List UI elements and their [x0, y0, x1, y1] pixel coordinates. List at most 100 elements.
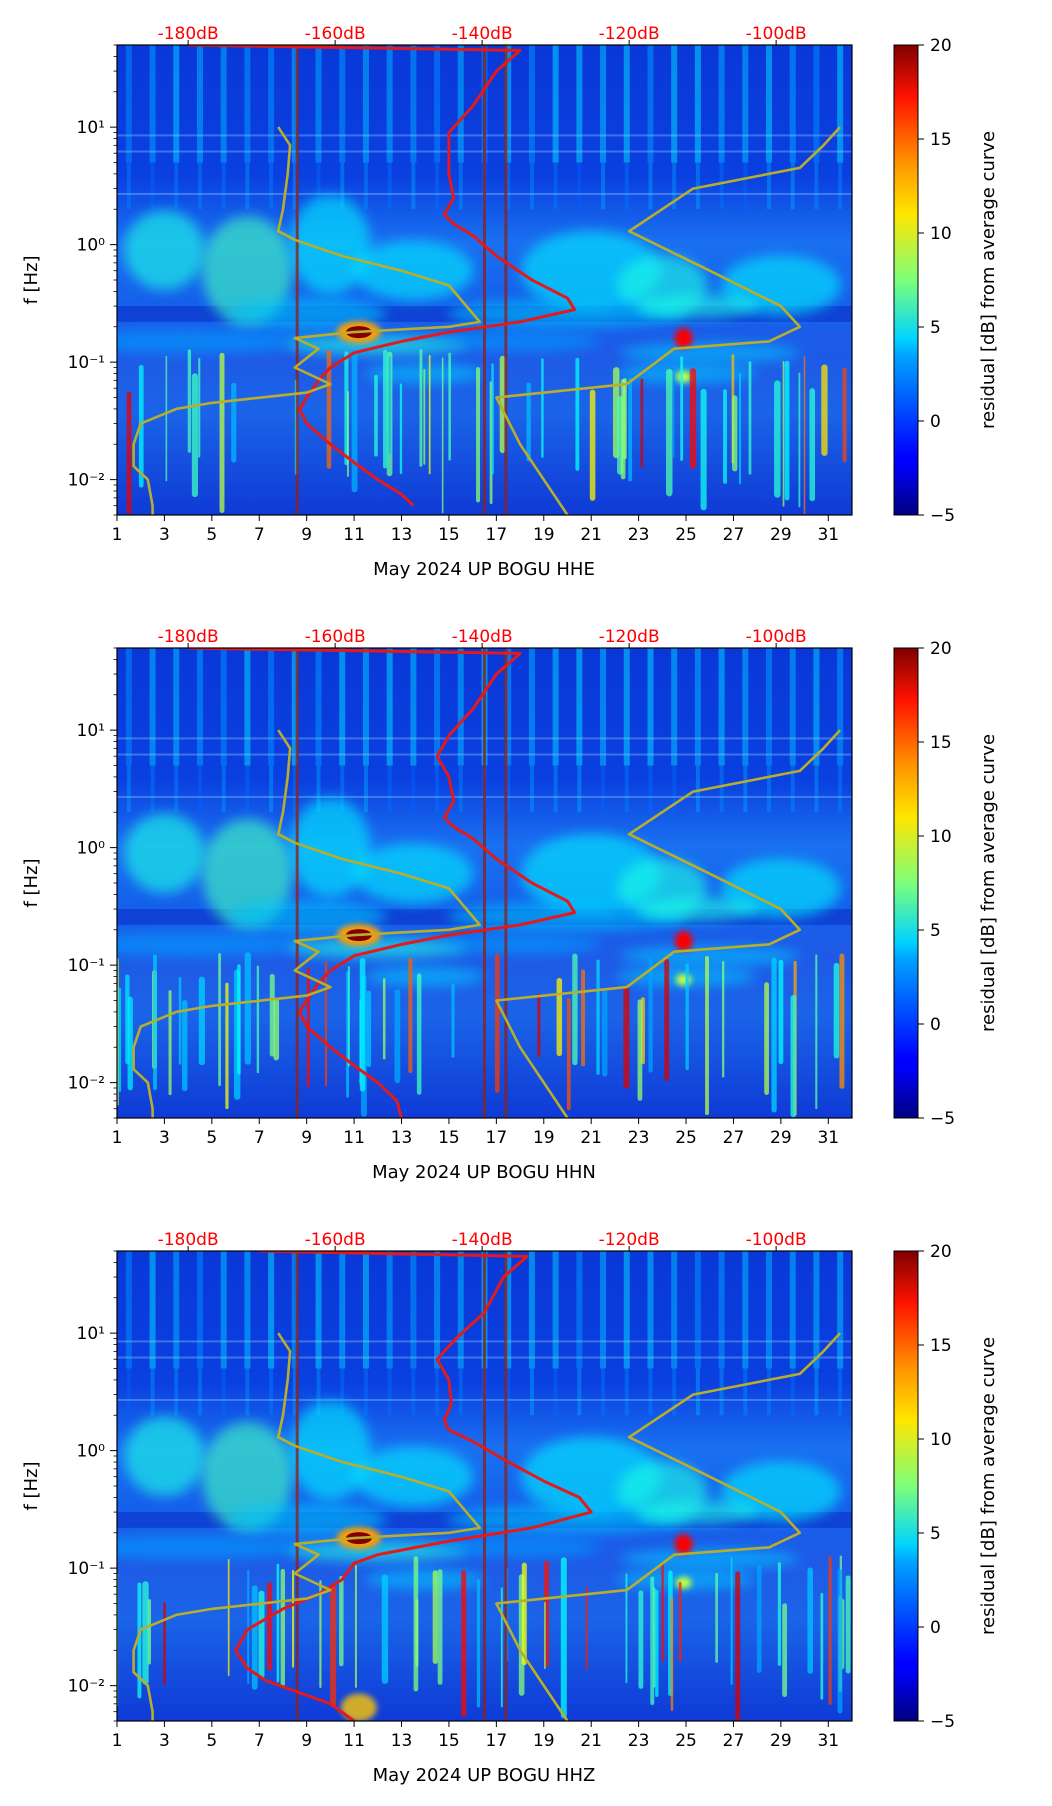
top-tick-label: -120dB — [599, 627, 660, 647]
transient-streak — [655, 1589, 659, 1698]
daily-band — [552, 648, 559, 766]
x-tick-label: 7 — [254, 1128, 265, 1148]
transient-streak — [778, 959, 784, 1065]
transient-streak — [225, 982, 229, 1110]
daily-band — [269, 1368, 274, 1416]
daily-band — [386, 648, 393, 766]
x-tick-label: 31 — [817, 1731, 839, 1751]
transient-streak — [790, 994, 797, 1118]
daily-band — [506, 162, 511, 210]
colorbar-tick-label: 15 — [930, 130, 952, 150]
daily-band — [577, 1368, 582, 1416]
transient-streak — [419, 349, 423, 467]
top-tick-label: -140dB — [452, 627, 513, 647]
transient-streak — [347, 391, 349, 477]
daily-band — [150, 765, 155, 813]
transient-streak — [575, 357, 580, 471]
colorbar-label: residual [dB] from average curve — [978, 1337, 999, 1635]
daily-band — [173, 45, 180, 163]
transient-streak — [723, 389, 727, 484]
daily-band — [197, 765, 202, 813]
daily-band — [718, 648, 725, 766]
x-tick-label: 17 — [486, 1731, 508, 1751]
transient-streak — [500, 1587, 503, 1708]
daily-band — [576, 45, 583, 163]
top-tick-label: -100dB — [746, 627, 807, 647]
daily-band — [838, 162, 843, 210]
x-tick-label: 5 — [206, 525, 217, 545]
x-tick-label: 19 — [533, 525, 555, 545]
transient-streak — [258, 1590, 265, 1679]
colorbar-tick-label: 15 — [930, 733, 952, 753]
daily-band — [576, 648, 583, 766]
x-tick-label: 25 — [675, 525, 697, 545]
daily-band — [623, 648, 630, 766]
daily-band — [814, 1368, 819, 1416]
daily-band — [411, 1368, 416, 1416]
transient-streak — [596, 959, 600, 1075]
transient-streak — [163, 1602, 166, 1685]
y-tick-label: 10⁻¹ — [68, 1559, 105, 1579]
colorbar-label: residual [dB] from average curve — [978, 131, 999, 429]
x-tick-label: 27 — [723, 1731, 745, 1751]
daily-band — [767, 162, 772, 210]
x-tick-label: 23 — [628, 1128, 650, 1148]
daily-band — [291, 45, 298, 163]
daily-band — [552, 45, 559, 163]
daily-band — [435, 1368, 440, 1416]
energy-blob — [720, 255, 841, 316]
transient-streak — [828, 1556, 832, 1705]
energy-blob — [637, 897, 758, 922]
daily-band — [245, 1368, 250, 1416]
transient-streak — [491, 363, 494, 475]
daily-band — [362, 648, 369, 766]
gap-marker — [483, 1251, 486, 1721]
x-axis-label: May 2024 UP BOGU HHZ — [373, 1765, 596, 1786]
daily-band — [695, 765, 700, 813]
transient-streak — [359, 958, 366, 1092]
transient-streak — [544, 1601, 546, 1670]
hot-spot — [674, 328, 693, 349]
daily-band — [743, 162, 748, 210]
x-tick-label: 17 — [486, 1128, 508, 1148]
top-tick-label: -120dB — [599, 24, 660, 44]
energy-blob — [202, 1421, 293, 1532]
daily-band — [506, 765, 511, 813]
daily-band — [362, 1251, 369, 1369]
daily-band — [695, 1368, 700, 1416]
daily-band — [813, 45, 820, 163]
daily-band — [813, 1251, 820, 1369]
daily-band — [220, 648, 227, 766]
gap-marker — [504, 45, 508, 515]
colorbar-tick-label: 20 — [930, 36, 952, 56]
daily-band — [837, 45, 844, 163]
daily-band — [671, 45, 678, 163]
daily-band — [766, 648, 773, 766]
transient-streak — [461, 1570, 467, 1718]
energy-blob — [202, 818, 293, 929]
daily-band — [292, 1368, 297, 1416]
daily-band — [268, 1251, 275, 1369]
transient-streak — [168, 990, 172, 1096]
daily-band — [457, 1251, 464, 1369]
transient-streak — [153, 954, 157, 1090]
daily-band — [789, 648, 796, 766]
transient-streak — [198, 976, 205, 1066]
y-tick-label: 10⁻² — [68, 1074, 105, 1094]
daily-band — [340, 765, 345, 813]
transient-streak — [269, 974, 275, 1057]
x-axis-ticks: 1 3 5 7 9 11 13 15 17 19 21 23 25 27 29 31 — [112, 1118, 839, 1148]
daily-band — [837, 648, 844, 766]
x-tick-label: 15 — [438, 1731, 460, 1751]
hot-spot — [675, 973, 692, 986]
daily-band — [577, 162, 582, 210]
daily-band — [838, 765, 843, 813]
energy-blob — [447, 902, 688, 931]
energy-blob — [365, 1569, 486, 1590]
daily-band — [292, 765, 297, 813]
transient-streak — [247, 1569, 250, 1684]
daily-band — [221, 765, 226, 813]
transient-streak — [448, 352, 451, 461]
daily-band — [149, 45, 156, 163]
transient-streak — [339, 1575, 344, 1667]
